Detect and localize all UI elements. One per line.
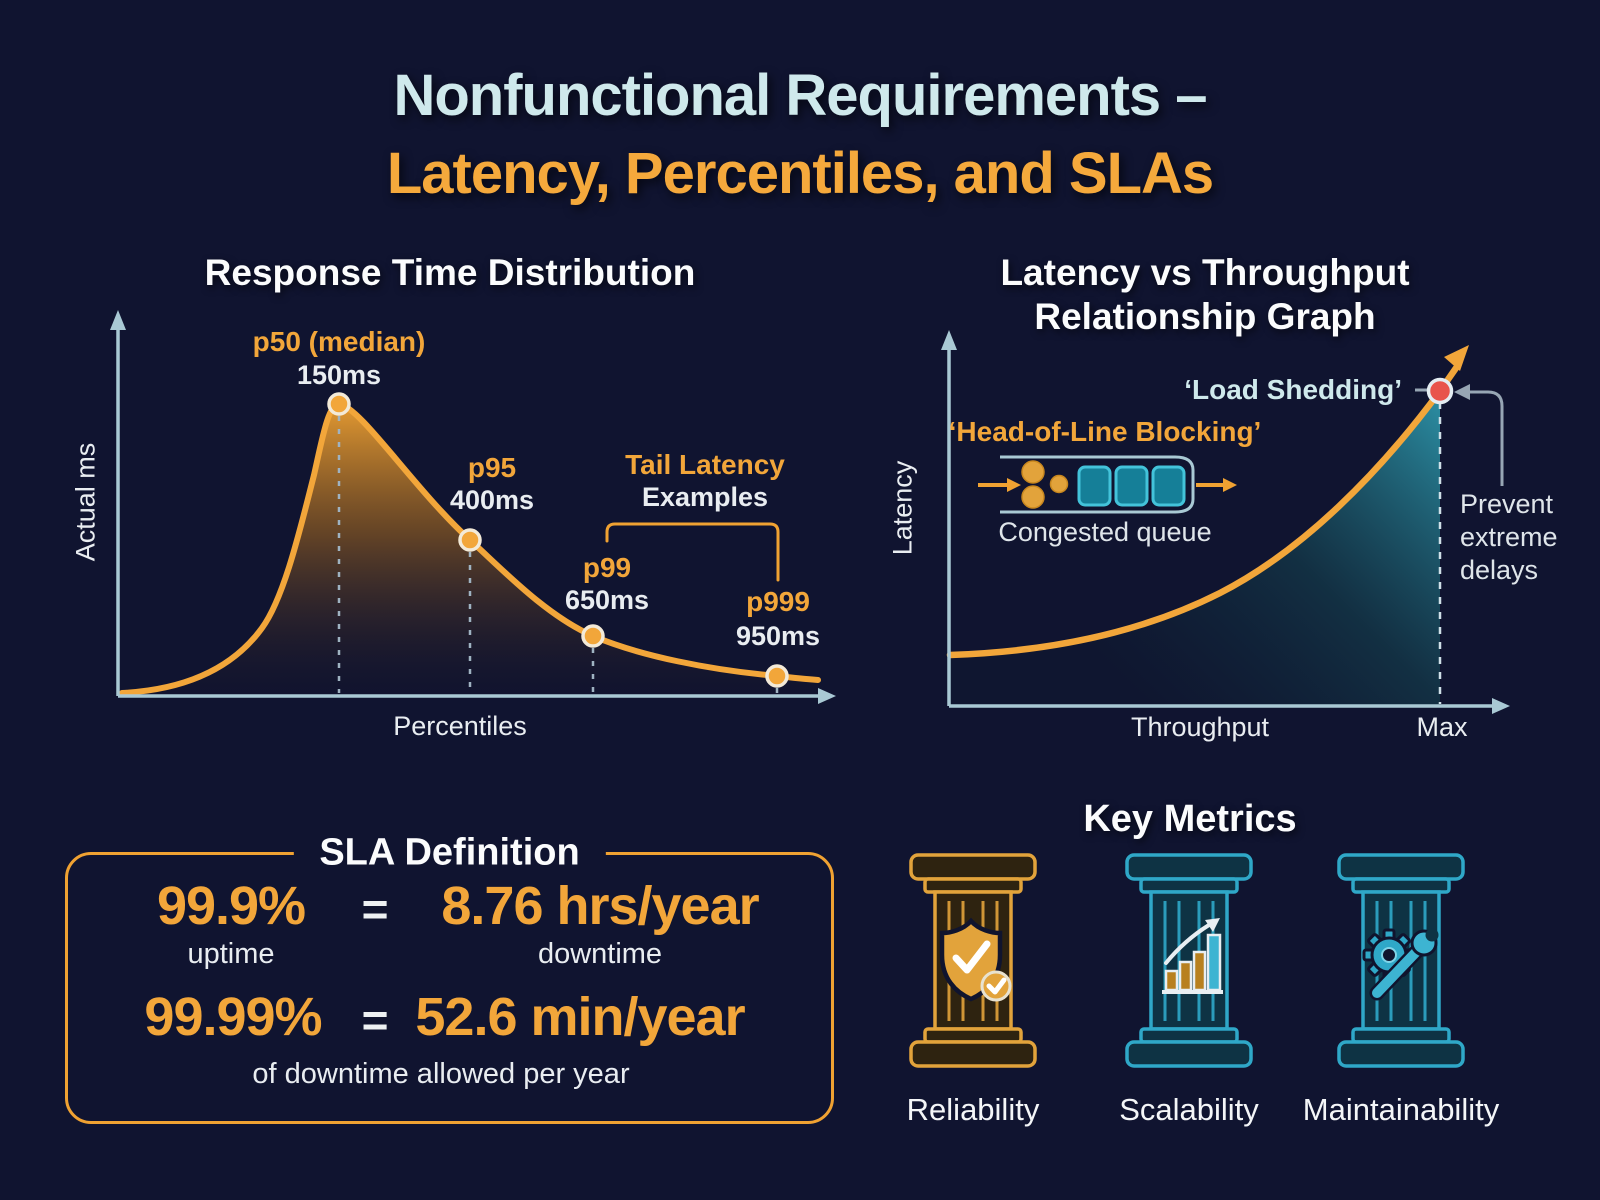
response-x-axis-label: Percentiles xyxy=(393,711,527,741)
p999-value: 950ms xyxy=(735,621,821,651)
throughput-axis-arrow xyxy=(1492,698,1510,714)
x-axis-arrow xyxy=(818,688,836,704)
head-of-line-blocking-label: ‘Head-of-Line Blocking’ xyxy=(948,416,1262,447)
pillar-label-maintainability: Maintainability xyxy=(1302,1092,1500,1127)
response-chart-title: Response Time Distribution xyxy=(204,252,696,293)
queue-in-arrowhead xyxy=(1007,478,1021,492)
shield-check-icon xyxy=(939,917,1012,1002)
curve-arrowhead xyxy=(1444,345,1469,371)
throughput-chart-title-line2: Relationship Graph xyxy=(1034,296,1376,337)
sla-downtime-sub: downtime xyxy=(537,938,663,970)
sla-uptime-2: 99.99% xyxy=(144,987,322,1047)
sla-uptime-1: 99.9% xyxy=(156,876,306,936)
p95-value: 400ms xyxy=(449,485,535,515)
tail-latency-bracket xyxy=(605,522,780,582)
latency-area xyxy=(950,391,1440,705)
p50-marker xyxy=(327,392,351,416)
sla-downtime-2: 52.6 min/year xyxy=(415,987,745,1047)
queue-blocked-items xyxy=(1077,465,1186,507)
load-shedding-label: ‘Load Shedding’ xyxy=(1184,374,1402,405)
growth-bars-icon xyxy=(1162,918,1223,994)
response-time-distribution-chart xyxy=(110,310,836,704)
throughput-chart-title-line1: Latency vs Throughput xyxy=(1000,252,1410,293)
congested-queue-illustration xyxy=(978,455,1237,514)
prevent-extreme-delays-note: Prevent extreme delays xyxy=(1460,489,1558,585)
sla-definition-box: SLA Definition 99.9% = 8.76 hrs/year upt… xyxy=(65,831,834,1124)
reliability-pillar xyxy=(909,853,1037,1068)
p50-label: p50 (median) xyxy=(252,326,426,357)
key-metrics-title: Key Metrics xyxy=(1083,798,1297,840)
sla-footnote: of downtime allowed per year xyxy=(252,1058,630,1090)
throughput-x-axis-label: Throughput xyxy=(1130,712,1270,742)
latency-curve xyxy=(946,364,1460,659)
prevent-delays-arrowhead xyxy=(1454,384,1470,400)
gear-wrench-icon xyxy=(1362,928,1439,1001)
p999-label: p999 xyxy=(746,586,810,617)
sla-equals-2: = xyxy=(361,994,389,1046)
sla-equals-1: = xyxy=(361,883,389,935)
response-y-axis-label: Actual ms xyxy=(70,442,101,562)
sla-definition-title: SLA Definition xyxy=(293,831,606,875)
pillar-label-scalability: Scalability xyxy=(1119,1092,1259,1127)
y-axis-arrow xyxy=(110,310,126,330)
tail-latency-title: Tail Latency xyxy=(625,449,785,480)
queue-container xyxy=(1000,455,1195,514)
queue-requests xyxy=(1021,460,1069,509)
page-title-line1: Nonfunctional Requirements – xyxy=(393,63,1207,128)
congested-queue-caption: Congested queue xyxy=(998,517,1212,547)
latency-y-axis-label: Latency xyxy=(887,460,918,556)
maintainability-pillar xyxy=(1337,853,1465,1068)
sla-downtime-1: 8.76 hrs/year xyxy=(441,876,759,936)
pillar-label-reliability: Reliability xyxy=(906,1092,1040,1127)
tail-latency-subtitle: Examples xyxy=(641,482,769,512)
percentile-guides xyxy=(337,416,779,693)
load-shedding-marker xyxy=(1426,377,1454,405)
queue-out-arrowhead xyxy=(1223,478,1237,492)
max-label: Max xyxy=(1416,712,1468,742)
p50-value: 150ms xyxy=(296,360,382,390)
scalability-pillar xyxy=(1125,853,1253,1068)
sla-uptime-sub: uptime xyxy=(187,938,275,970)
latency-throughput-chart xyxy=(941,330,1510,714)
distribution-curve xyxy=(119,400,821,696)
p95-marker xyxy=(458,528,482,552)
p99-value: 650ms xyxy=(564,585,650,615)
p99-marker xyxy=(581,624,605,648)
response-axes xyxy=(116,328,820,698)
latency-axis-arrow xyxy=(941,330,957,350)
p95-label: p95 xyxy=(467,452,517,483)
page-title-line2: Latency, Percentiles, and SLAs xyxy=(386,141,1214,206)
percentile-markers xyxy=(327,392,789,688)
p999-marker xyxy=(765,664,789,688)
prevent-delays-arrow xyxy=(1468,390,1504,486)
p99-label: p99 xyxy=(582,552,632,583)
throughput-axes xyxy=(947,348,1494,708)
